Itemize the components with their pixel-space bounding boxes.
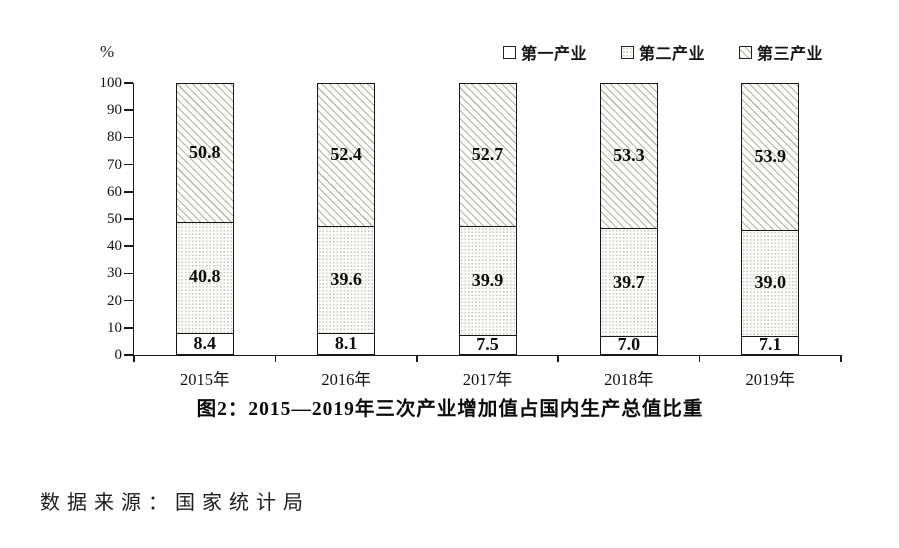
data-source-note: 数据来源：国家统计局 bbox=[40, 490, 310, 514]
bar-value-label: 7.5 bbox=[476, 333, 499, 354]
bar-value-label: 8.4 bbox=[193, 332, 216, 353]
legend-label: 第二产业 bbox=[639, 46, 706, 63]
bar-segment: 40.8 bbox=[175, 221, 234, 334]
bar-value-label: 7.0 bbox=[617, 334, 641, 355]
bar-segment: 39.9 bbox=[458, 226, 517, 336]
bar-value-label: 52.7 bbox=[471, 144, 504, 165]
y-axis-tick-label: 90 bbox=[107, 102, 122, 119]
bar-segment: 52.7 bbox=[458, 82, 517, 228]
x-axis-tick bbox=[133, 355, 135, 362]
y-axis-tick bbox=[124, 272, 133, 275]
bar-segment: 7.1 bbox=[741, 334, 800, 355]
bar-value-label: 8.1 bbox=[334, 333, 358, 354]
x-axis-category-label: 2019年 bbox=[745, 370, 796, 389]
y-axis-tick bbox=[124, 218, 133, 220]
y-axis-tick bbox=[124, 354, 133, 356]
legend-swatch-plain bbox=[503, 45, 516, 59]
y-axis-tick-label: 100 bbox=[99, 75, 123, 91]
y-axis-tick-label: 40 bbox=[107, 238, 122, 255]
bar-segment: 53.9 bbox=[741, 83, 800, 232]
bar-segment: 7.5 bbox=[458, 333, 517, 355]
y-axis-tick bbox=[124, 191, 133, 193]
y-axis-tick bbox=[124, 299, 133, 302]
y-axis-tick bbox=[124, 163, 133, 166]
x-axis-category-label: 2016年 bbox=[321, 370, 371, 389]
bar-value-label: 39.6 bbox=[330, 268, 362, 289]
y-axis-tick-label: 20 bbox=[107, 292, 122, 309]
legend-item: 第一产业 bbox=[503, 40, 587, 64]
bar-segment: 53.3 bbox=[599, 83, 658, 230]
bar-value-label: 7.1 bbox=[759, 334, 782, 355]
y-axis-tick bbox=[124, 245, 133, 247]
bar-segment: 39.0 bbox=[741, 229, 800, 338]
bar-segment: 39.6 bbox=[317, 225, 376, 335]
chart-title: 图2：2015—2019年三次产业增加值占国内生产总值比重 bbox=[196, 399, 704, 420]
legend-label: 第一产业 bbox=[521, 46, 588, 63]
legend-swatch-diagonal-hatch bbox=[739, 45, 753, 59]
x-axis-tick bbox=[698, 355, 701, 362]
legend-item: 第三产业 bbox=[739, 40, 823, 64]
y-axis-tick bbox=[124, 136, 133, 139]
y-axis-tick-label: 60 bbox=[107, 183, 122, 200]
bar-value-label: 39.0 bbox=[754, 272, 787, 293]
x-axis-tick bbox=[840, 355, 842, 362]
bar-value-label: 40.8 bbox=[188, 266, 221, 287]
y-axis-tick-label: 50 bbox=[107, 211, 122, 227]
bar-segment: 7.0 bbox=[599, 334, 658, 355]
bar-segment: 8.1 bbox=[317, 332, 376, 355]
bar-segment: 52.4 bbox=[317, 82, 376, 227]
x-axis-category-label: 2015年 bbox=[179, 370, 230, 389]
y-axis-tick-label: 70 bbox=[107, 156, 122, 173]
bar-value-label: 39.7 bbox=[613, 271, 645, 292]
x-axis-tick bbox=[274, 355, 277, 362]
bar-segment: 8.4 bbox=[175, 332, 234, 355]
y-axis-unit-label: % bbox=[100, 42, 115, 61]
bar-value-label: 39.9 bbox=[471, 270, 504, 291]
legend-item: 第二产业 bbox=[621, 40, 705, 64]
plot-area: 0 10 20 30 40 50 60 70 80 90 100 8.4 40.8 50.8 2015年 8.… bbox=[100, 75, 842, 389]
x-axis-category-label: 2018年 bbox=[604, 370, 654, 389]
y-axis-tick bbox=[124, 327, 133, 329]
bar-value-label: 52.4 bbox=[330, 143, 362, 164]
legend-swatch-dots bbox=[621, 45, 635, 59]
bar-segment: 50.8 bbox=[175, 83, 234, 223]
legend-label: 第三产业 bbox=[757, 46, 824, 63]
bar-value-label: 53.3 bbox=[613, 145, 645, 166]
y-axis-tick-label: 80 bbox=[107, 129, 122, 146]
x-axis-tick bbox=[416, 355, 418, 362]
bar-value-label: 53.9 bbox=[754, 146, 787, 167]
x-axis-category-label: 2017年 bbox=[462, 370, 513, 389]
bar-value-label: 50.8 bbox=[188, 141, 221, 162]
y-axis-tick bbox=[124, 82, 133, 84]
chart-legend: 第一产业 第二产业 第三产业 bbox=[503, 40, 823, 64]
y-axis-tick bbox=[124, 109, 133, 111]
bar-segment: 39.7 bbox=[599, 228, 658, 338]
y-axis-tick-label: 10 bbox=[107, 319, 122, 336]
y-axis-tick-label: 30 bbox=[107, 265, 122, 282]
y-axis-tick-label: 0 bbox=[114, 347, 123, 363]
x-axis-tick bbox=[557, 355, 559, 362]
